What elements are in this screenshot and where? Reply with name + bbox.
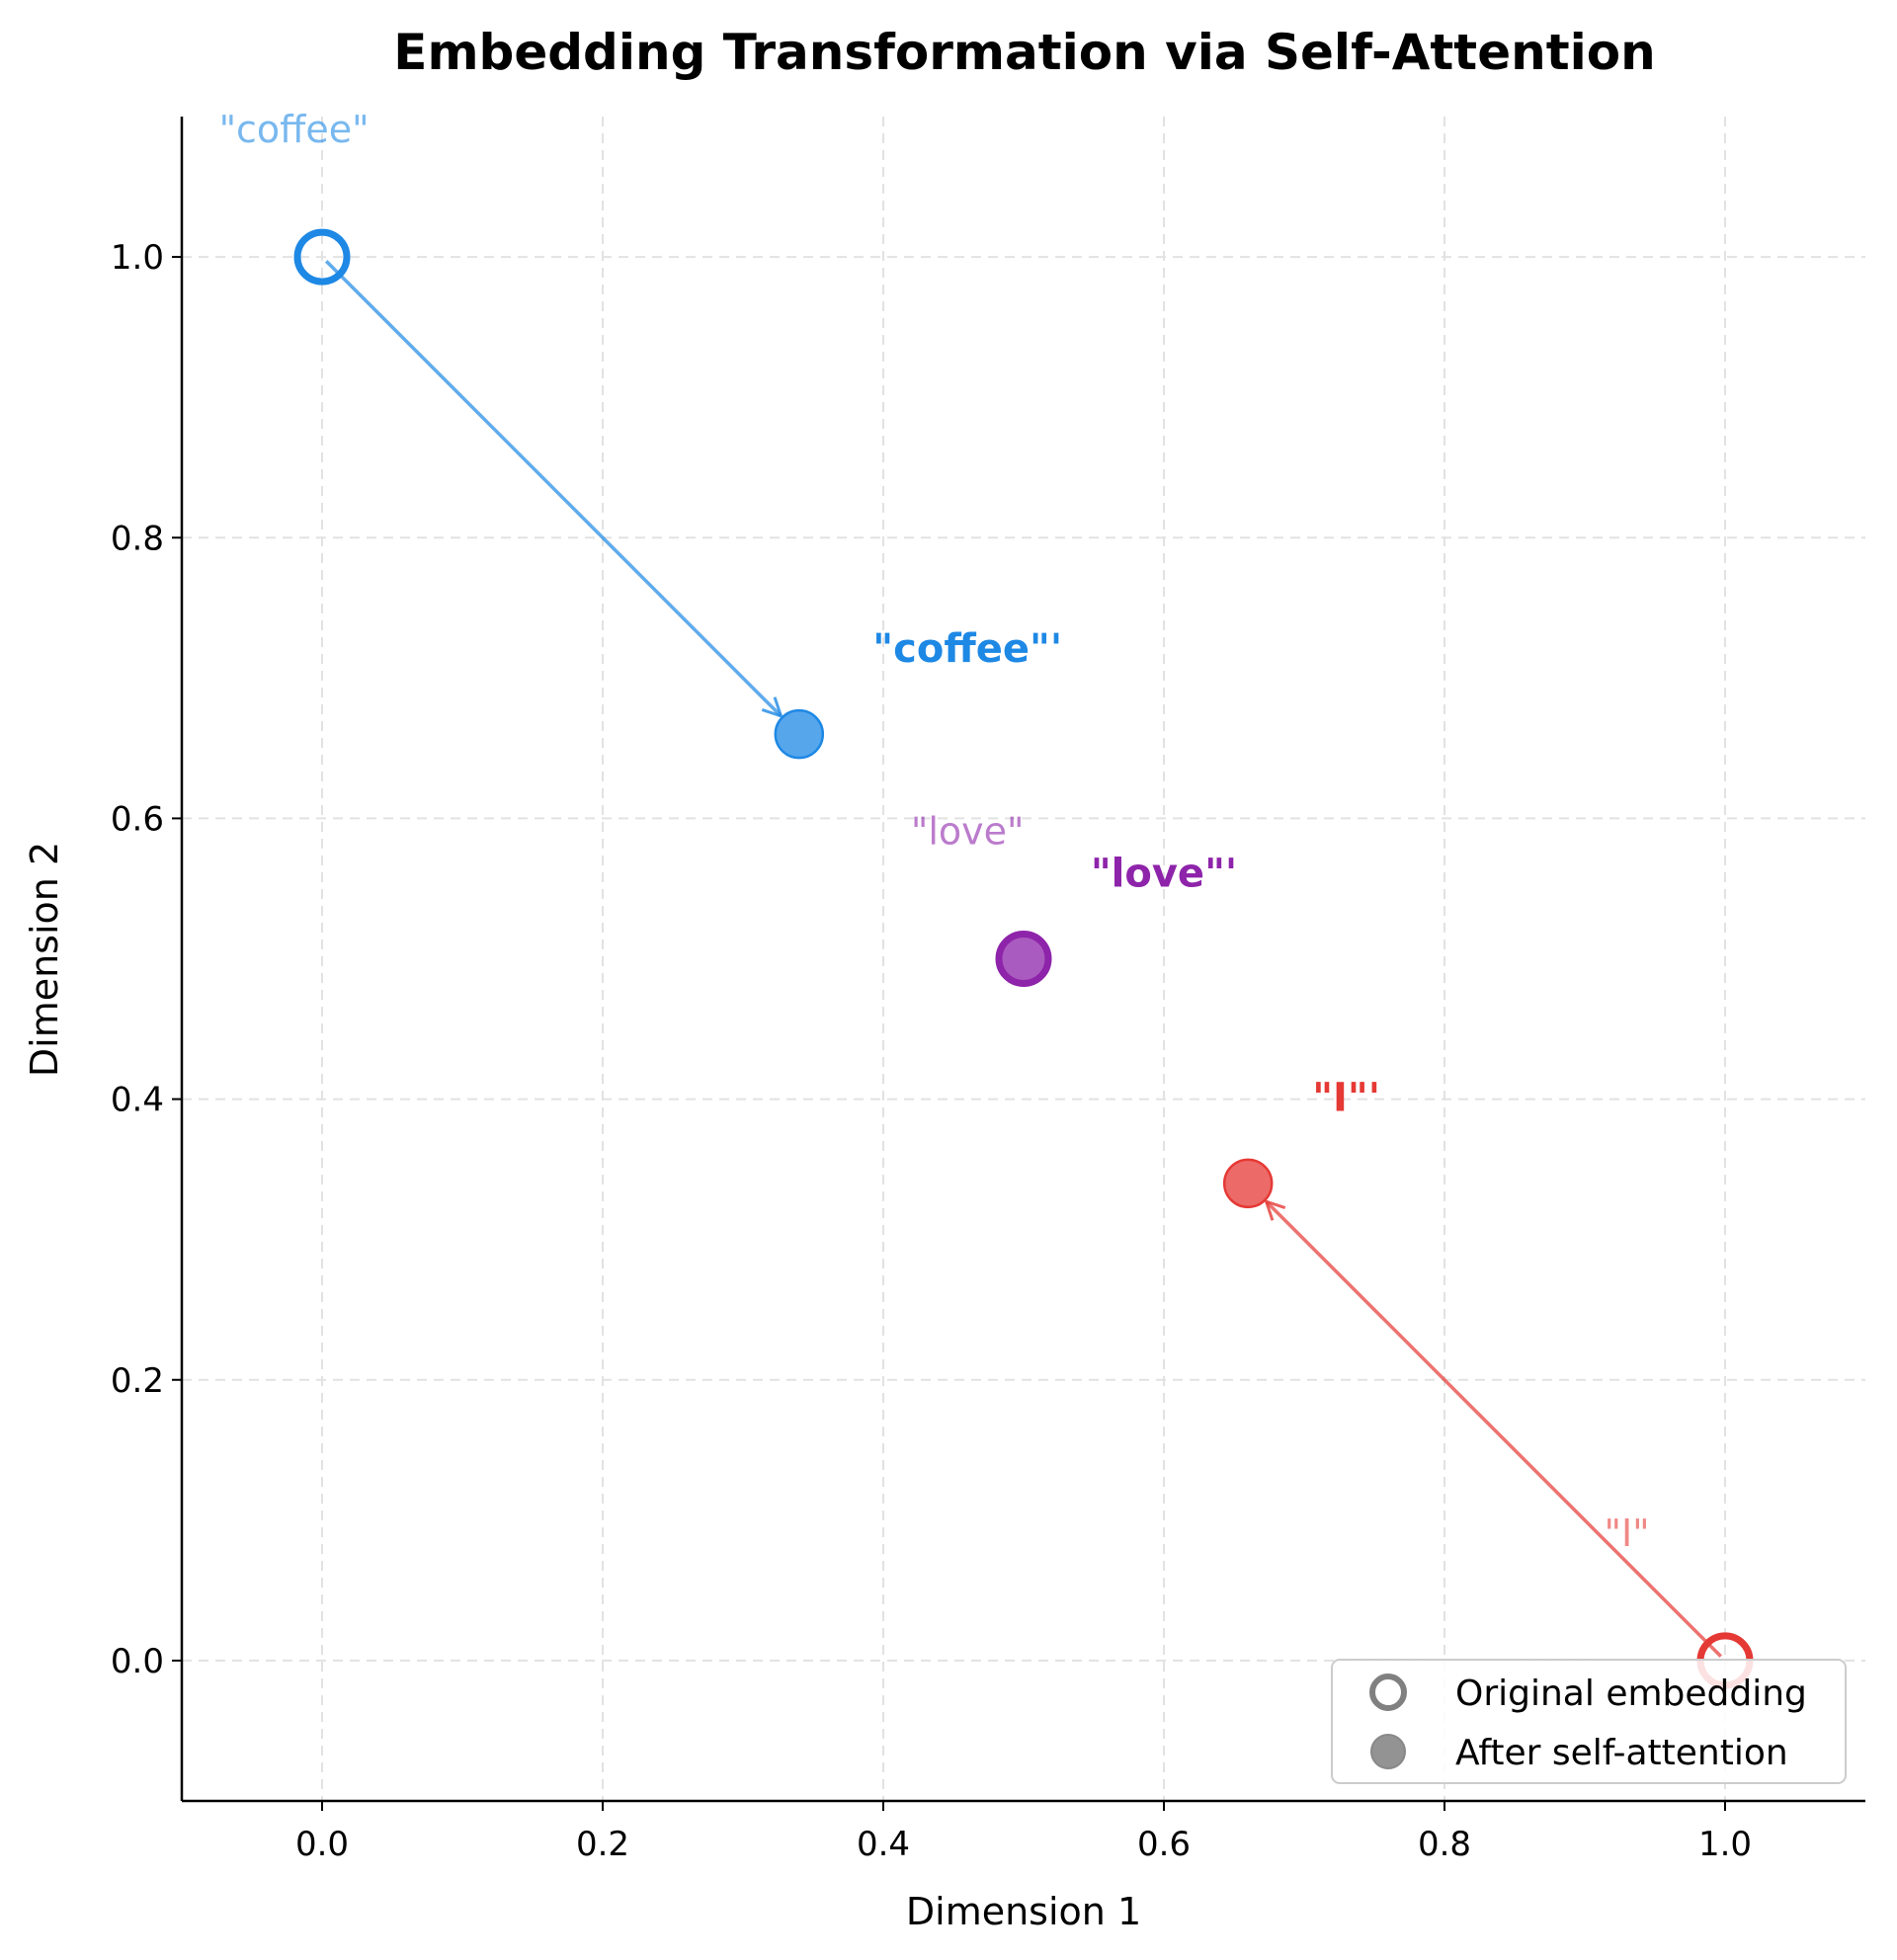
arrow-I: [1265, 1199, 1722, 1658]
legend-marker-after: [1370, 1734, 1406, 1769]
arrows: [325, 260, 1722, 1658]
legend-marker-original: [1369, 1674, 1407, 1711]
after-point-coffee: [774, 708, 825, 760]
x-tick-label: 0.2: [576, 1825, 629, 1864]
chart-title: Embedding Transformation via Self-Attent…: [393, 24, 1655, 81]
arrow-coffee: [325, 260, 783, 718]
x-tick-label: 0.0: [295, 1825, 349, 1864]
after-point-I: [1222, 1158, 1274, 1209]
original-label-I: "I": [1605, 1511, 1650, 1555]
x-tick-label: 0.8: [1418, 1825, 1471, 1864]
legend-label-after: After self-attention: [1455, 1733, 1788, 1773]
axes: 0.0 0.2 0.4 0.6 0.8 1.0 0.0 0.2 0.4 0.6 0.8 1.0: [111, 117, 1865, 1864]
x-tick-label: 1.0: [1698, 1825, 1752, 1864]
x-axis-label: Dimension 1: [906, 1890, 1141, 1933]
y-tick-label: 0.6: [111, 799, 164, 839]
after-point-love: [998, 934, 1049, 984]
y-tick-label: 0.0: [111, 1642, 164, 1681]
after-label-I: "I"': [1312, 1076, 1380, 1121]
legend-box: [1331, 1659, 1847, 1784]
y-axis-label: Dimension 2: [23, 842, 66, 1077]
original-label-coffee: "coffee": [219, 108, 370, 151]
after-label-coffee: "coffee"': [872, 626, 1062, 672]
y-tick-label: 0.2: [111, 1361, 164, 1401]
x-tick-label: 0.6: [1137, 1825, 1191, 1864]
y-tick-label: 0.8: [111, 519, 164, 558]
original-label-love: "love": [911, 810, 1025, 854]
legend-label-original: Original embedding: [1455, 1674, 1807, 1714]
arrowhead-I: [1264, 1198, 1286, 1221]
original-point-coffee: [293, 228, 351, 286]
arrowhead-coffee: [761, 696, 784, 719]
y-tick-label: 0.4: [111, 1081, 164, 1120]
point-labels: "coffee" "coffee"' "love" "love"' "I" "I"': [219, 108, 1650, 1555]
legend: Original embedding After self-attention: [1331, 1659, 1847, 1784]
y-tick-label: 1.0: [111, 238, 164, 278]
after-label-love: "love"': [1091, 851, 1237, 896]
x-tick-label: 0.4: [857, 1825, 910, 1864]
